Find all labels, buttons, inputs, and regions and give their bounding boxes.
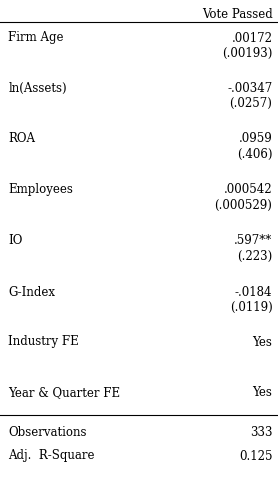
- Text: -.0184: -.0184: [235, 285, 272, 299]
- Text: Year & Quarter FE: Year & Quarter FE: [8, 386, 120, 400]
- Text: ROA: ROA: [8, 133, 35, 145]
- Text: (.223): (.223): [237, 249, 272, 263]
- Text: .0959: .0959: [239, 133, 272, 145]
- Text: Observations: Observations: [8, 426, 87, 438]
- Text: Yes: Yes: [253, 386, 272, 400]
- Text: .000542: .000542: [224, 184, 272, 196]
- Text: Vote Passed: Vote Passed: [202, 8, 272, 21]
- Text: IO: IO: [8, 235, 23, 247]
- Text: .00172: .00172: [232, 31, 272, 45]
- Text: G-Index: G-Index: [8, 285, 55, 299]
- Text: (.0119): (.0119): [230, 300, 272, 313]
- Text: 0.125: 0.125: [239, 449, 272, 463]
- Text: Firm Age: Firm Age: [8, 31, 64, 45]
- Text: ln(Assets): ln(Assets): [8, 82, 67, 94]
- Text: Yes: Yes: [253, 335, 272, 349]
- Text: (.00193): (.00193): [222, 47, 272, 59]
- Text: 333: 333: [250, 426, 272, 438]
- Text: Adj.  R-Square: Adj. R-Square: [8, 449, 95, 463]
- Text: .597**: .597**: [234, 235, 272, 247]
- Text: (.0257): (.0257): [230, 97, 272, 109]
- Text: -.00347: -.00347: [227, 82, 272, 94]
- Text: (.406): (.406): [237, 147, 272, 161]
- Text: Employees: Employees: [8, 184, 73, 196]
- Text: Industry FE: Industry FE: [8, 335, 79, 349]
- Text: (.000529): (.000529): [215, 198, 272, 212]
